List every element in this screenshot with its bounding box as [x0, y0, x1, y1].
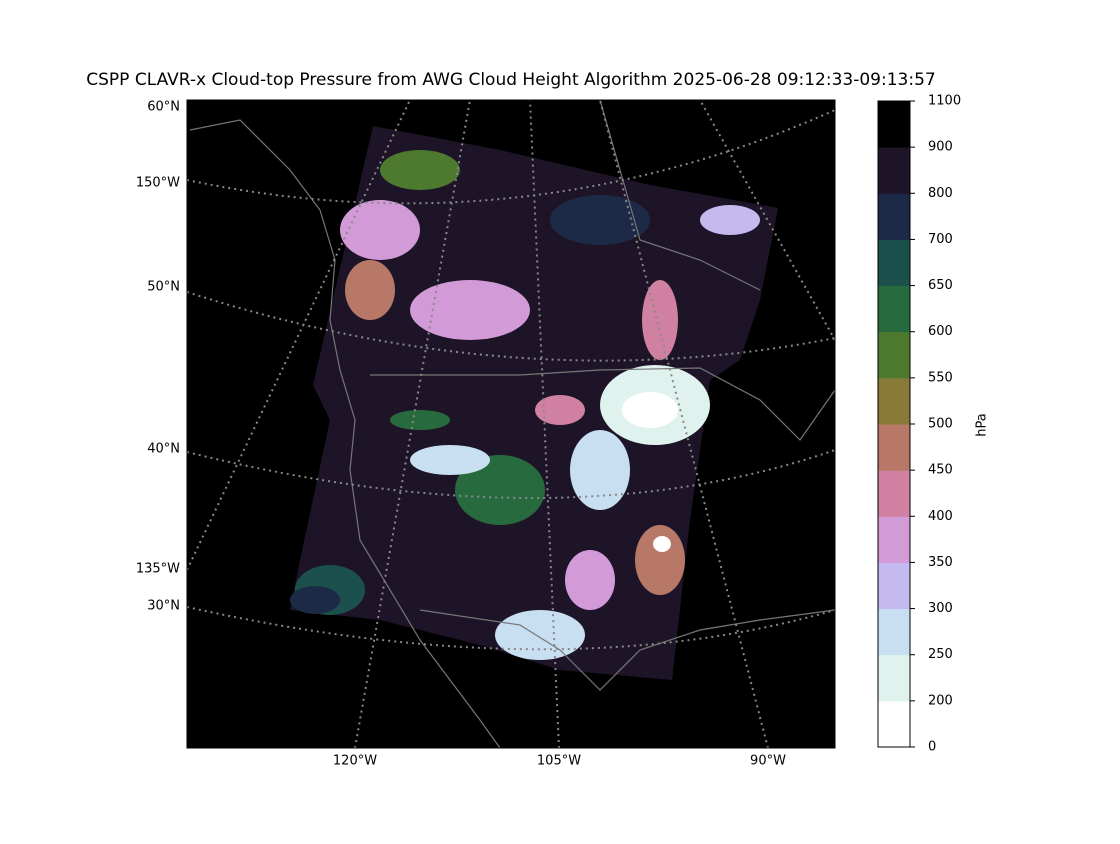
lat-label: 60°N	[147, 100, 180, 115]
colorbar-segment	[878, 516, 910, 563]
colorbar-segment	[878, 147, 910, 194]
colorbar-tick-label: 600	[928, 324, 953, 339]
colorbar-segment	[878, 193, 910, 240]
colorbar-segment	[878, 424, 910, 471]
map	[186, 99, 836, 749]
map-labels: 60°N 150°W 50°N 40°N 135°W 30°N 120°W 10…	[136, 100, 786, 769]
graticule	[699, 99, 836, 341]
lon-label: 105°W	[537, 754, 581, 769]
graticule	[186, 109, 836, 205]
colorbar-tick-label: 900	[928, 140, 953, 155]
graticule	[529, 99, 560, 749]
graticule	[186, 291, 836, 362]
coastline	[419, 609, 836, 691]
lat-label: 30°N	[147, 599, 180, 614]
colorbar-tick-label: 0	[928, 740, 936, 755]
cloud-patches	[290, 150, 760, 660]
colorbar-segment	[878, 470, 910, 517]
lon-label: 90°W	[750, 754, 786, 769]
colorbar-tick-label: 1100	[928, 94, 961, 109]
colorbar-segment	[878, 285, 910, 333]
graticule	[354, 99, 471, 749]
lon-label: 120°W	[333, 754, 377, 769]
colorbar-tick-label: 800	[928, 186, 953, 201]
map-frame	[186, 99, 836, 749]
colorbar-label: hPa	[975, 413, 990, 436]
coastline	[599, 99, 761, 291]
colorbar-segment	[878, 562, 910, 610]
lat-label: 50°N	[147, 280, 180, 295]
coastline	[189, 119, 501, 749]
colorbar-tick-label: 700	[928, 232, 953, 247]
colorbar-segment	[878, 377, 910, 425]
colorbar-tick-label: 300	[928, 601, 953, 616]
colorbar-tick-label: 450	[928, 463, 953, 478]
colorbar-tick-label: 550	[928, 370, 953, 385]
colorbar-segment	[878, 101, 910, 148]
graticule	[186, 99, 411, 571]
colorbar-tick-label: 650	[928, 278, 953, 293]
colorbar-tick-label: 250	[928, 647, 953, 662]
lat-label: 40°N	[147, 442, 180, 457]
colorbar-tick-label: 200	[928, 693, 953, 708]
lon-label: 135°W	[136, 562, 180, 577]
lon-label: 150°W	[136, 176, 180, 191]
colorbar-segment	[878, 608, 910, 656]
border	[370, 367, 836, 441]
title: CSPP CLAVR-x Cloud-top Pressure from AWG…	[86, 70, 935, 90]
colorbar-tick-label: 350	[928, 555, 953, 570]
colorbar-segment	[878, 331, 910, 379]
colorbar-segment	[878, 700, 910, 748]
colorbar-segment	[878, 654, 910, 702]
colorbar: 0 200 250 300 350 400 450 500 550 600 650 700 800 900…	[877, 94, 961, 755]
colorbar-tick-label: 500	[928, 417, 953, 432]
colorbar-tick-label: 400	[928, 509, 953, 524]
colorbar-segment	[878, 239, 910, 287]
